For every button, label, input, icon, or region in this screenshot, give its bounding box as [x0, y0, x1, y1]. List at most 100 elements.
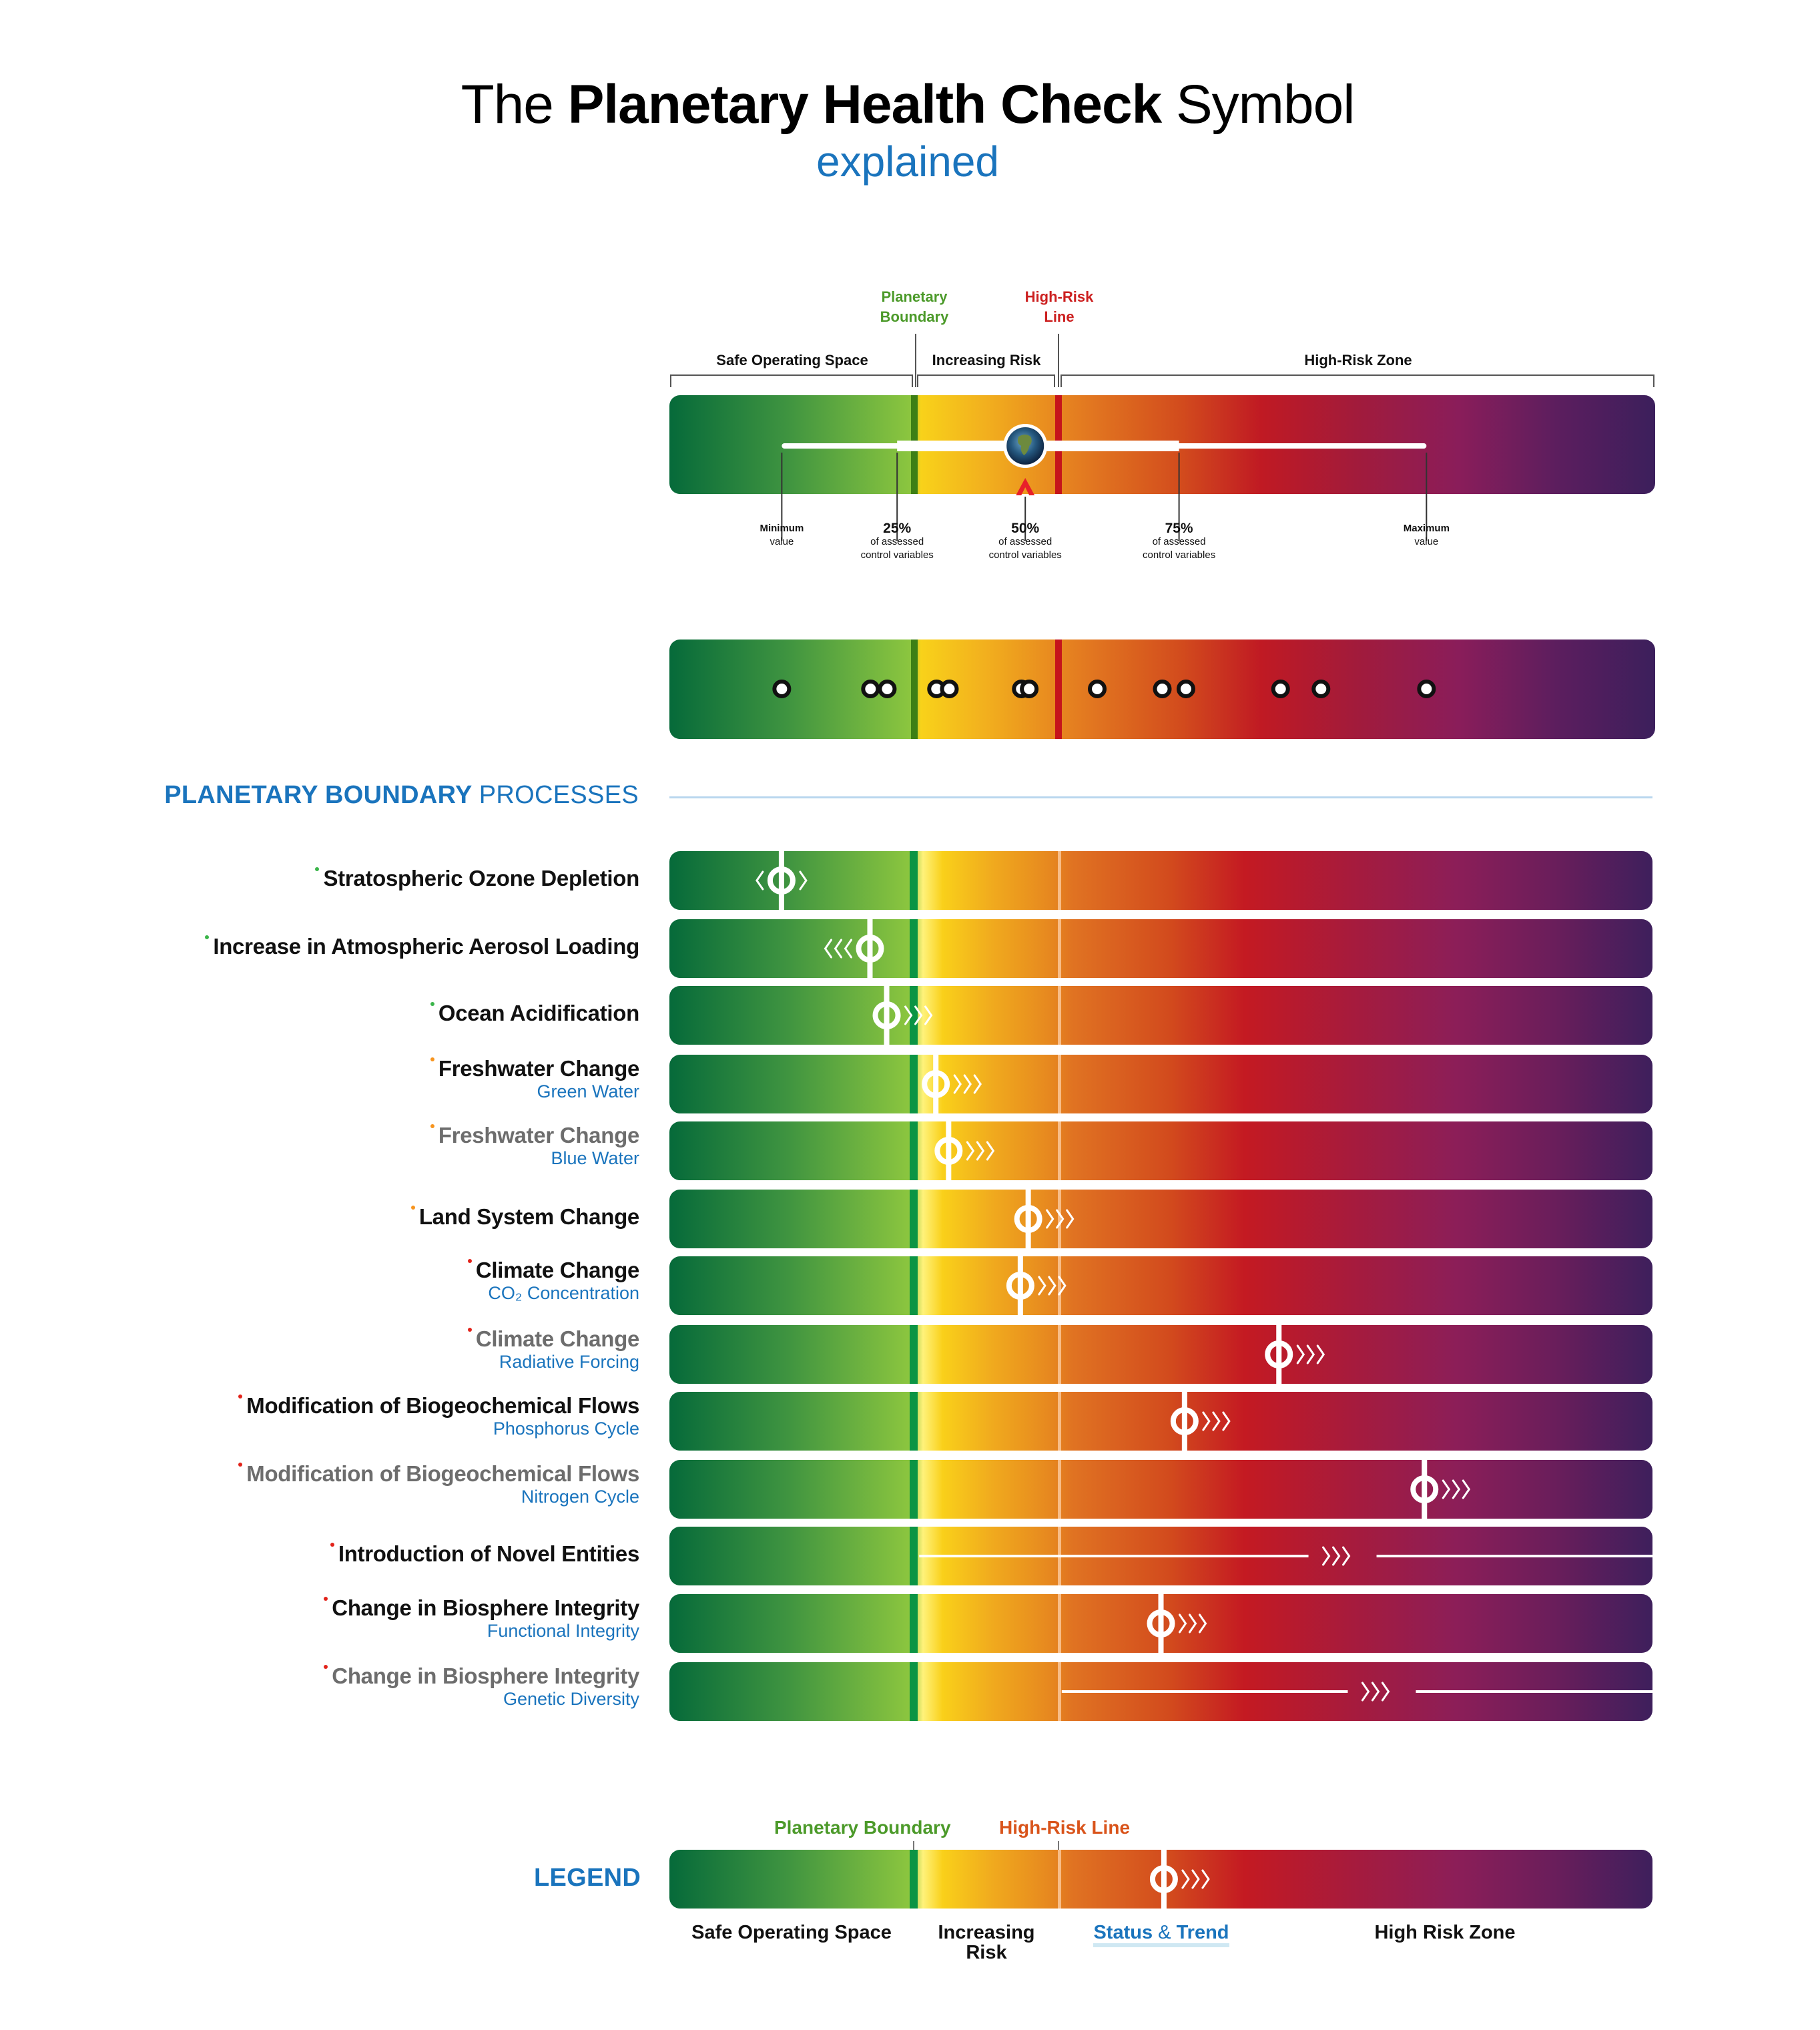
variable-dot [1088, 680, 1107, 698]
tick-sub2: control variables [860, 549, 934, 561]
status-dot-icon [410, 1206, 415, 1210]
process-name-text: Freshwater Change [438, 1123, 639, 1148]
tick-pct: 75% [1165, 521, 1193, 536]
pb-label-line1: Planetary [881, 288, 948, 305]
chevron-left-icon [844, 939, 852, 959]
trend-arrows-right-icon [1181, 1869, 1210, 1889]
planetary-boundary-line [910, 919, 918, 978]
tick-pct: 50% [1011, 521, 1040, 536]
chevron-right-icon [1189, 1613, 1197, 1633]
process-name-text: Stratospheric Ozone Depletion [323, 866, 639, 891]
status-layer [1147, 1594, 1207, 1653]
chevron-left-icon [755, 870, 764, 891]
process-bar [669, 1325, 1652, 1384]
status-layer [1170, 1392, 1231, 1451]
variable-dot [772, 680, 792, 698]
trend-arrows-right-icon [1202, 1411, 1231, 1431]
process-bar [669, 1594, 1652, 1653]
status-ring-icon [1170, 1407, 1199, 1435]
status-layer [934, 1121, 995, 1180]
process-subname: Genetic Diversity [503, 1689, 639, 1709]
title-suffix: Symbol [1175, 74, 1355, 135]
high-risk-line [1058, 1190, 1061, 1248]
planetary-boundary-line [911, 640, 918, 739]
chevron-right-icon [1046, 1209, 1054, 1229]
trend-arrows-right-icon [1046, 1209, 1075, 1229]
high-risk-line [1058, 1850, 1061, 1909]
variable-dot [1271, 680, 1290, 698]
status-layer [1265, 1325, 1325, 1384]
high-risk-line-label: High-Risk Line [1019, 287, 1099, 327]
chevron-right-icon [1381, 1682, 1390, 1702]
status-dot-icon [430, 1057, 434, 1061]
variable-dot [1153, 680, 1172, 698]
red-caret-up-icon [1016, 478, 1035, 495]
chevron-right-icon [976, 1141, 985, 1161]
high-risk-line [1058, 1594, 1061, 1653]
trend-arrows-right-icon [1322, 1546, 1351, 1566]
chevron-right-icon [1296, 1344, 1305, 1364]
process-name: Change in Biosphere Integrity [324, 1664, 639, 1689]
high-risk-line [1058, 851, 1061, 910]
variable-dot [861, 680, 880, 698]
process-bar [669, 1392, 1652, 1451]
status-layer [1061, 1682, 1652, 1702]
process-name-text: Freshwater Change [438, 1056, 639, 1081]
chevron-right-icon [1322, 1546, 1331, 1566]
legend-increasing-line2: Risk [966, 1942, 1007, 1963]
distribution-dots-bar [669, 640, 1655, 739]
high-risk-line [1058, 1460, 1061, 1519]
legend-status-layer [1149, 1850, 1210, 1909]
status-dot-icon [238, 1394, 243, 1399]
process-bar [669, 1527, 1652, 1585]
chevron-right-icon [1058, 1276, 1067, 1296]
tick-sub1: of assessed [998, 536, 1052, 547]
status-ring-icon [1149, 1865, 1178, 1893]
legend-bar [669, 1850, 1652, 1909]
status-trend-underline: Status & Trend [1093, 1922, 1229, 1947]
dots-layer [772, 680, 1436, 698]
process-label: Change in Biosphere Integrity Functional … [324, 1595, 639, 1641]
chevron-right-icon [1056, 1209, 1065, 1229]
status-ring-icon [1265, 1340, 1293, 1368]
status-dot-icon [467, 1328, 472, 1332]
variable-dot [1020, 680, 1039, 698]
page-subtitle: explained [816, 138, 999, 186]
trend-arrows-right-icon [904, 1005, 933, 1025]
process-subname: Radiative Forcing [499, 1352, 639, 1372]
legend-status-trend-label: Status & Trend [1061, 1922, 1261, 1947]
planetary-boundary-line [910, 1460, 918, 1519]
tick-label-p25: 25% of assessed control variables [837, 521, 957, 562]
tick-pct: 25% [883, 521, 912, 536]
planetary-boundary-line [910, 1325, 918, 1384]
planetary-boundary-label: Planetary Boundary [874, 287, 954, 327]
tick-title: Maximum [1403, 523, 1450, 534]
process-label: Change in Biosphere Integrity Genetic Div… [324, 1664, 639, 1710]
planetary-boundary-line [910, 1594, 918, 1653]
status-dot-icon [430, 1002, 434, 1006]
status-dot-icon [330, 1543, 334, 1547]
process-label: Land System Change [410, 1204, 639, 1230]
tick-title: Minimum [760, 523, 804, 534]
process-name-text: Modification of Biogeochemical Flows [246, 1393, 639, 1418]
chevron-right-icon [986, 1141, 995, 1161]
status-ring-icon [922, 1070, 950, 1098]
process-name: Land System Change [410, 1204, 639, 1230]
tick-label-p50: 50% of assessed control variables [965, 521, 1085, 562]
process-label: Stratospheric Ozone Depletion [315, 866, 639, 891]
trend-arrows-right-icon [1179, 1613, 1207, 1633]
legend-title: LEGEND [534, 1864, 641, 1892]
process-name: Modification of Biogeochemical Flows [238, 1461, 639, 1487]
chevron-right-icon [1038, 1276, 1046, 1296]
status-ring-icon [872, 1001, 901, 1029]
high-risk-line [1058, 1392, 1061, 1451]
status-dot-icon [205, 935, 210, 939]
high-risk-line [1058, 1121, 1061, 1180]
status-ring-icon [856, 935, 884, 963]
chevron-right-icon [973, 1074, 982, 1094]
chevron-right-icon [914, 1005, 923, 1025]
section-heading-bold: PLANETARY BOUNDARY [164, 781, 472, 809]
process-subname: Functional Integrity [487, 1621, 639, 1641]
process-label: Climate Change CO₂ Concentration [467, 1258, 639, 1304]
